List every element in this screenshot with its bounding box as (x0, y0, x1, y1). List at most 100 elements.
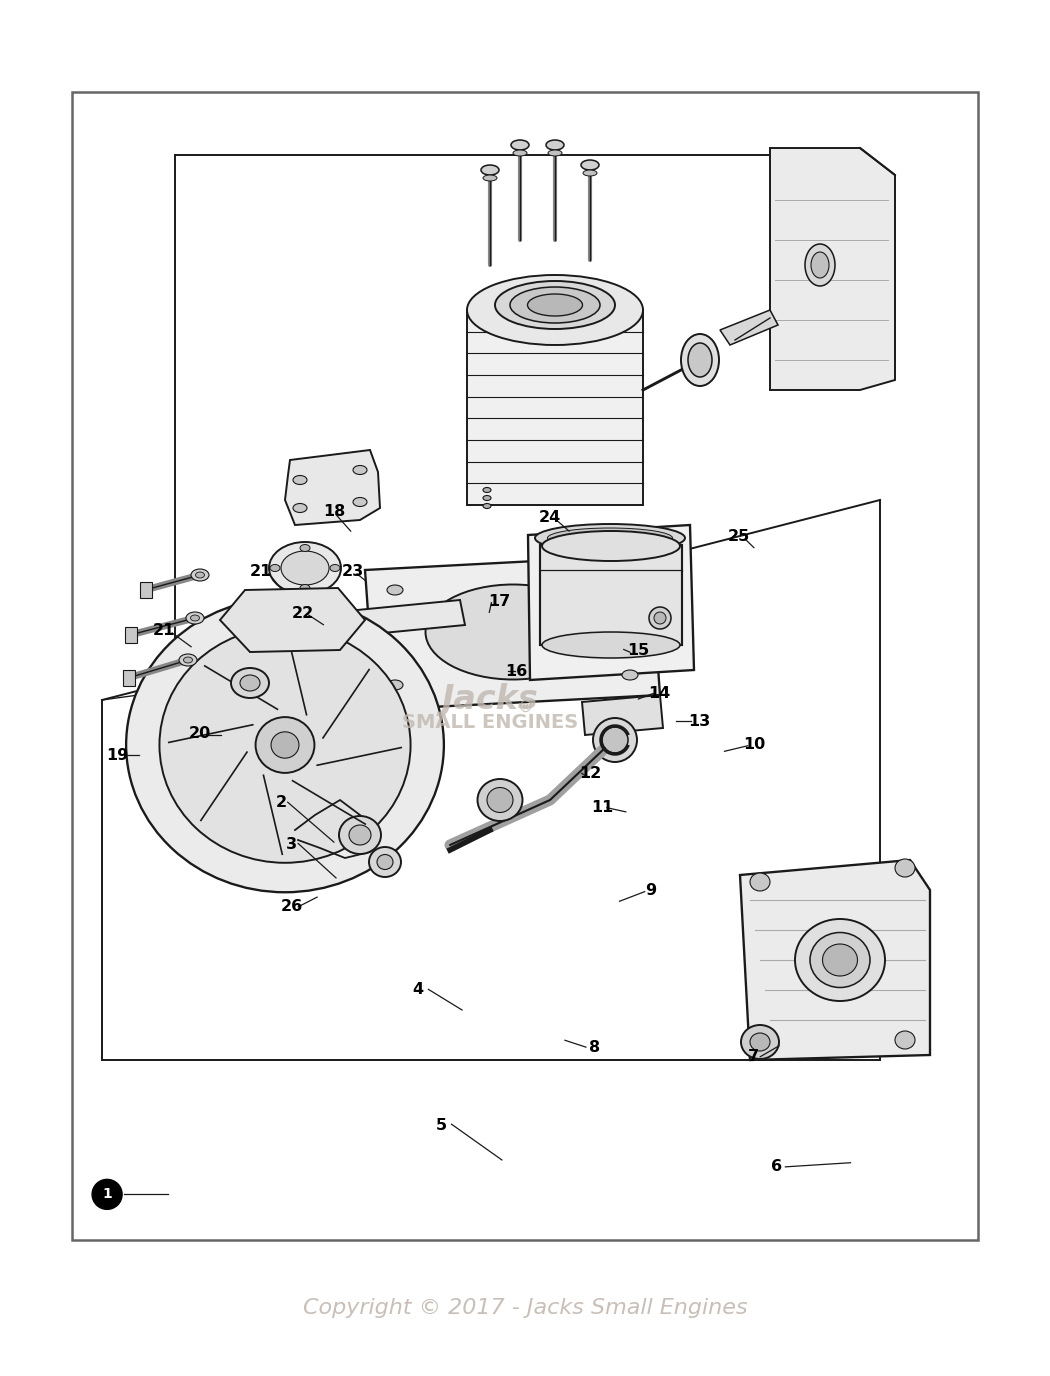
Ellipse shape (339, 816, 381, 854)
Ellipse shape (583, 171, 597, 176)
Ellipse shape (822, 944, 858, 976)
Ellipse shape (895, 1031, 915, 1049)
Ellipse shape (330, 564, 340, 571)
Ellipse shape (795, 919, 885, 1000)
Ellipse shape (546, 140, 564, 150)
Ellipse shape (810, 933, 870, 988)
Text: 12: 12 (579, 766, 602, 780)
Ellipse shape (602, 727, 628, 753)
Text: 14: 14 (648, 687, 671, 700)
Ellipse shape (487, 787, 513, 812)
Ellipse shape (581, 160, 598, 171)
Text: 3: 3 (287, 838, 297, 852)
Text: ®: ® (518, 700, 533, 716)
Ellipse shape (387, 680, 403, 689)
Ellipse shape (377, 854, 393, 870)
Polygon shape (740, 860, 930, 1060)
Ellipse shape (269, 542, 341, 594)
Ellipse shape (369, 848, 401, 877)
Ellipse shape (293, 476, 307, 484)
Text: 17: 17 (488, 594, 511, 608)
Ellipse shape (160, 627, 411, 863)
Ellipse shape (547, 528, 672, 548)
Text: 24: 24 (539, 510, 562, 524)
Text: 20: 20 (188, 727, 211, 740)
Ellipse shape (483, 504, 491, 509)
Ellipse shape (750, 1033, 770, 1051)
Ellipse shape (513, 150, 527, 155)
Ellipse shape (895, 859, 915, 877)
Ellipse shape (186, 612, 204, 623)
Bar (540, 545, 682, 645)
Text: Copyright © 2017 - Jacks Small Engines: Copyright © 2017 - Jacks Small Engines (302, 1298, 748, 1318)
Ellipse shape (300, 585, 310, 592)
Text: Jacks: Jacks (442, 684, 539, 717)
Bar (72, 92, 978, 1240)
Text: 4: 4 (413, 982, 423, 996)
Text: 2: 2 (276, 795, 287, 809)
Ellipse shape (536, 524, 685, 552)
Text: 26: 26 (280, 900, 303, 914)
Ellipse shape (483, 175, 497, 182)
Ellipse shape (255, 717, 314, 773)
Ellipse shape (240, 676, 260, 691)
Ellipse shape (542, 632, 680, 658)
Ellipse shape (483, 495, 491, 501)
Ellipse shape (527, 294, 583, 316)
Ellipse shape (191, 570, 209, 581)
Ellipse shape (300, 545, 310, 552)
Text: 25: 25 (728, 530, 751, 544)
Ellipse shape (548, 150, 562, 155)
Text: 21: 21 (249, 564, 272, 578)
Circle shape (92, 1179, 122, 1210)
Ellipse shape (349, 826, 371, 845)
Ellipse shape (750, 1039, 770, 1057)
Text: 15: 15 (627, 644, 650, 658)
Ellipse shape (622, 572, 638, 583)
Polygon shape (275, 600, 465, 643)
Text: 16: 16 (505, 665, 528, 678)
Ellipse shape (195, 572, 205, 578)
Text: 22: 22 (291, 607, 314, 621)
Ellipse shape (649, 607, 671, 629)
Text: 23: 23 (341, 564, 364, 578)
Ellipse shape (593, 718, 637, 762)
Text: 5: 5 (436, 1119, 446, 1132)
Polygon shape (365, 555, 660, 710)
Ellipse shape (190, 615, 200, 621)
Ellipse shape (805, 244, 835, 286)
Ellipse shape (542, 531, 680, 561)
Ellipse shape (681, 334, 719, 387)
Ellipse shape (425, 585, 601, 680)
Polygon shape (582, 695, 663, 735)
Text: 10: 10 (742, 738, 765, 751)
Polygon shape (770, 149, 895, 389)
Polygon shape (285, 450, 380, 526)
Ellipse shape (750, 872, 770, 892)
Ellipse shape (654, 612, 666, 623)
Ellipse shape (293, 504, 307, 512)
Ellipse shape (353, 498, 367, 506)
Ellipse shape (510, 288, 600, 323)
Text: 11: 11 (591, 801, 614, 815)
Ellipse shape (481, 165, 499, 175)
Text: 19: 19 (106, 749, 129, 762)
Ellipse shape (811, 252, 830, 278)
Polygon shape (220, 588, 365, 652)
Text: 13: 13 (688, 714, 711, 728)
Ellipse shape (353, 465, 367, 475)
Bar (123, 670, 135, 687)
Text: 8: 8 (589, 1040, 600, 1054)
Ellipse shape (271, 732, 299, 758)
Ellipse shape (741, 1025, 779, 1060)
Bar (140, 582, 152, 599)
Text: 9: 9 (646, 883, 656, 897)
Ellipse shape (511, 140, 529, 150)
Ellipse shape (184, 656, 192, 663)
Ellipse shape (270, 564, 280, 571)
Ellipse shape (478, 779, 523, 821)
Ellipse shape (483, 487, 491, 493)
Ellipse shape (387, 585, 403, 594)
Ellipse shape (688, 343, 712, 377)
Polygon shape (720, 310, 778, 345)
